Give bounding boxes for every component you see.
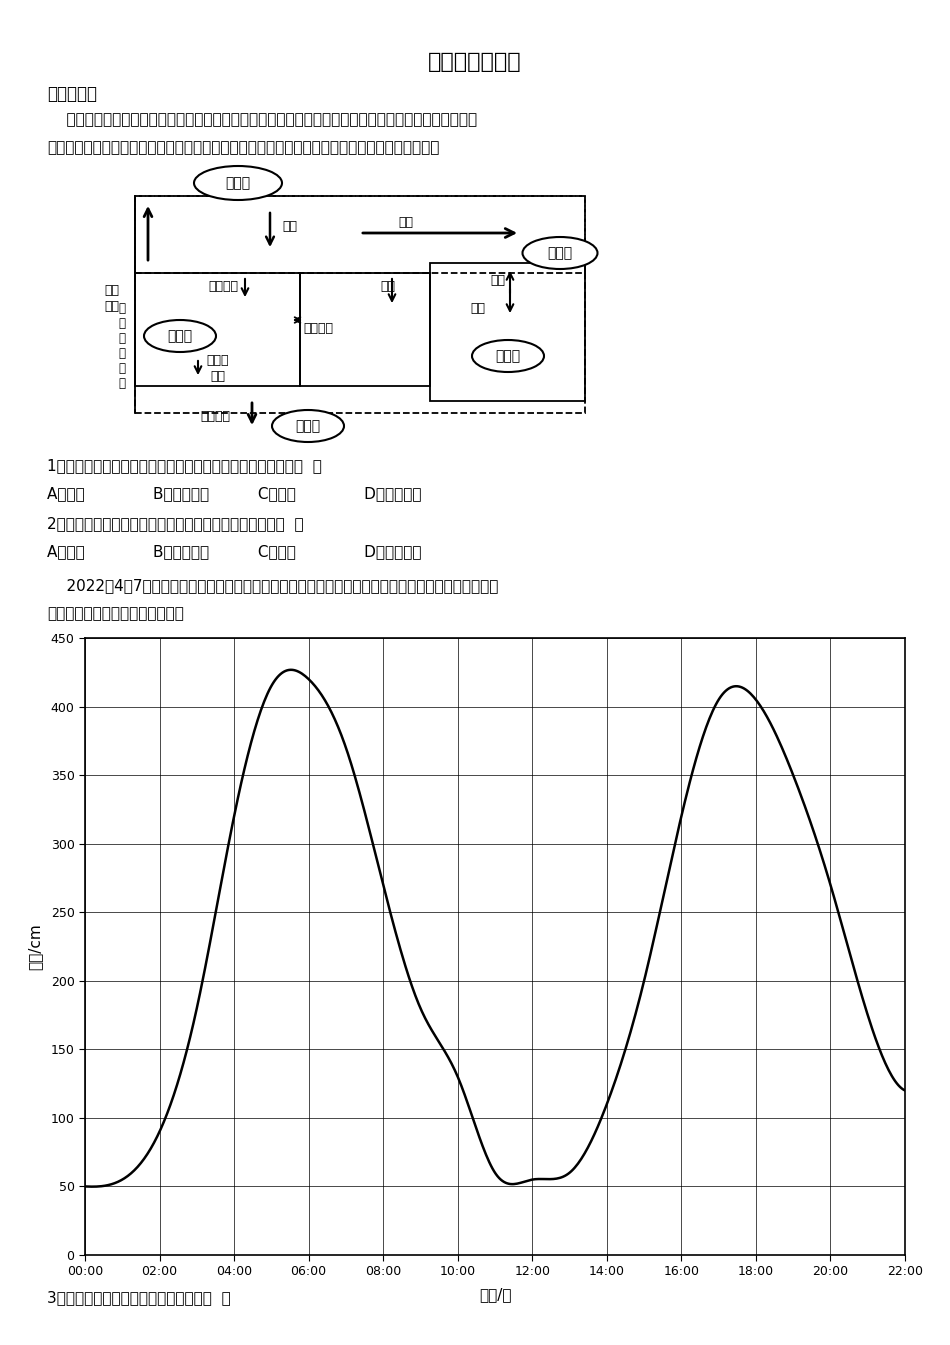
Ellipse shape: [194, 165, 282, 200]
Ellipse shape: [272, 410, 344, 443]
X-axis label: 潮时/时: 潮时/时: [479, 1287, 511, 1302]
Text: 深层入渗: 深层入渗: [200, 409, 230, 422]
Bar: [430, 264, 585, 401]
Text: 管网水: 管网水: [496, 348, 521, 363]
Text: 大气水: 大气水: [225, 176, 251, 190]
Text: 产流: 产流: [398, 217, 413, 230]
Text: 2．海绵城市的建设，城市水转化过程中受抑制的环节是（  ）: 2．海绵城市的建设，城市水转化过程中受抑制的环节是（ ）: [47, 516, 304, 531]
Bar: [135, 196, 585, 413]
Text: 逐步改善并恢复城市的自然生态平衡。下图是海绵城市建成区水转化过程示意图。完成下面小题。: 逐步改善并恢复城市的自然生态平衡。下图是海绵城市建成区水转化过程示意图。完成下面…: [47, 140, 439, 155]
Text: 土壤水
运动: 土壤水 运动: [207, 354, 229, 382]
Text: 海绵城市指城市能够像海绵一样，在适应环境变化和应对雨水带来的自然灾害等方面具有良好的弹性，: 海绵城市指城市能够像海绵一样，在适应环境变化和应对雨水带来的自然灾害等方面具有良…: [47, 112, 477, 126]
Text: 溢流: 溢流: [381, 280, 395, 292]
Bar: [135, 196, 585, 273]
Y-axis label: 潮高/cm: 潮高/cm: [28, 923, 43, 970]
Bar: [135, 273, 300, 386]
Text: 2022年4月7日（农历三月初七），天气晴朗，家住青岛的小明提前查询当日潮汐曲线（下图）并参加: 2022年4月7日（农历三月初七），天气晴朗，家住青岛的小明提前查询当日潮汐曲线…: [47, 578, 499, 593]
Text: A．产流              B．地表入渗          C．排水              D．蒸发蒸腾: A．产流 B．地表入渗 C．排水 D．蒸发蒸腾: [47, 543, 422, 560]
Text: 降水: 降水: [282, 219, 297, 233]
Text: 期中模拟拉练三: 期中模拟拉练三: [428, 52, 522, 73]
Ellipse shape: [144, 320, 216, 352]
Text: 排水: 排水: [470, 301, 485, 315]
Text: 顶托: 顶托: [490, 273, 505, 286]
Text: 地表水: 地表水: [547, 246, 573, 260]
Text: 一、单选题: 一、单选题: [47, 85, 97, 104]
Text: 土壤水: 土壤水: [167, 330, 193, 343]
Ellipse shape: [472, 340, 544, 373]
Ellipse shape: [522, 237, 598, 269]
Text: 蒸发
蒸腾: 蒸发 蒸腾: [104, 284, 120, 312]
Text: 1．海绵城市对城市局地水循环影响最直接、最显著的环节是（  ）: 1．海绵城市对城市局地水循环影响最直接、最显著的环节是（ ）: [47, 459, 322, 473]
Text: 了赶海活动。据此完成下面小题。: 了赶海活动。据此完成下面小题。: [47, 607, 184, 621]
Text: 地下水: 地下水: [295, 420, 320, 433]
Bar: [300, 273, 430, 386]
Text: 海
绵
城
市
系
统: 海 绵 城 市 系 统: [119, 303, 125, 390]
Text: 地表渗入: 地表渗入: [208, 280, 238, 292]
Text: 水力联系: 水力联系: [303, 321, 333, 335]
Text: A．降水              B．水汽输送          C．蒸发              D．径流输送: A．降水 B．水汽输送 C．蒸发 D．径流输送: [47, 486, 422, 500]
Text: 3．小明参加赶海活动的时间段可能是（  ）: 3．小明参加赶海活动的时间段可能是（ ）: [47, 1290, 231, 1305]
